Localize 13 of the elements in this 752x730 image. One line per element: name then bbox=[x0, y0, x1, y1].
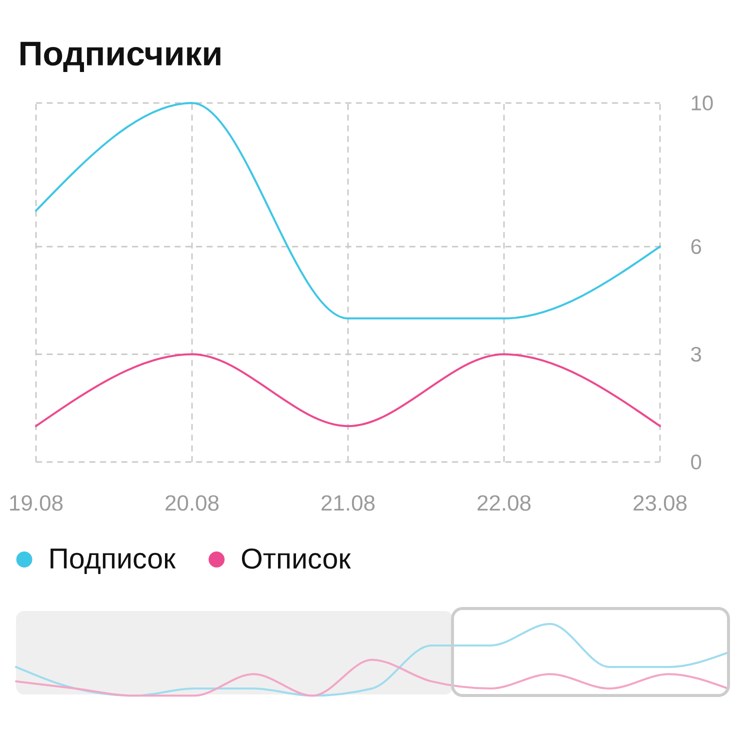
x-tick-label: 22.08 bbox=[478, 495, 531, 511]
x-tick-label: 19.08 bbox=[10, 495, 63, 511]
x-tick-label: 21.08 bbox=[322, 495, 375, 511]
x-tick-label: 23.08 bbox=[634, 495, 687, 511]
legend-label: Подписок bbox=[50, 548, 176, 574]
y-tick-label: 0 bbox=[691, 454, 702, 470]
y-tick-label: 6 bbox=[691, 239, 702, 254]
line-series bbox=[35, 102, 662, 320]
legend-label: Отписок bbox=[242, 548, 351, 569]
x-tick-label: 20.08 bbox=[166, 495, 219, 511]
y-tick-label: 3 bbox=[691, 346, 702, 362]
chart-title: Подписчики bbox=[20, 42, 220, 72]
y-tick-label: 10 bbox=[692, 96, 713, 110]
